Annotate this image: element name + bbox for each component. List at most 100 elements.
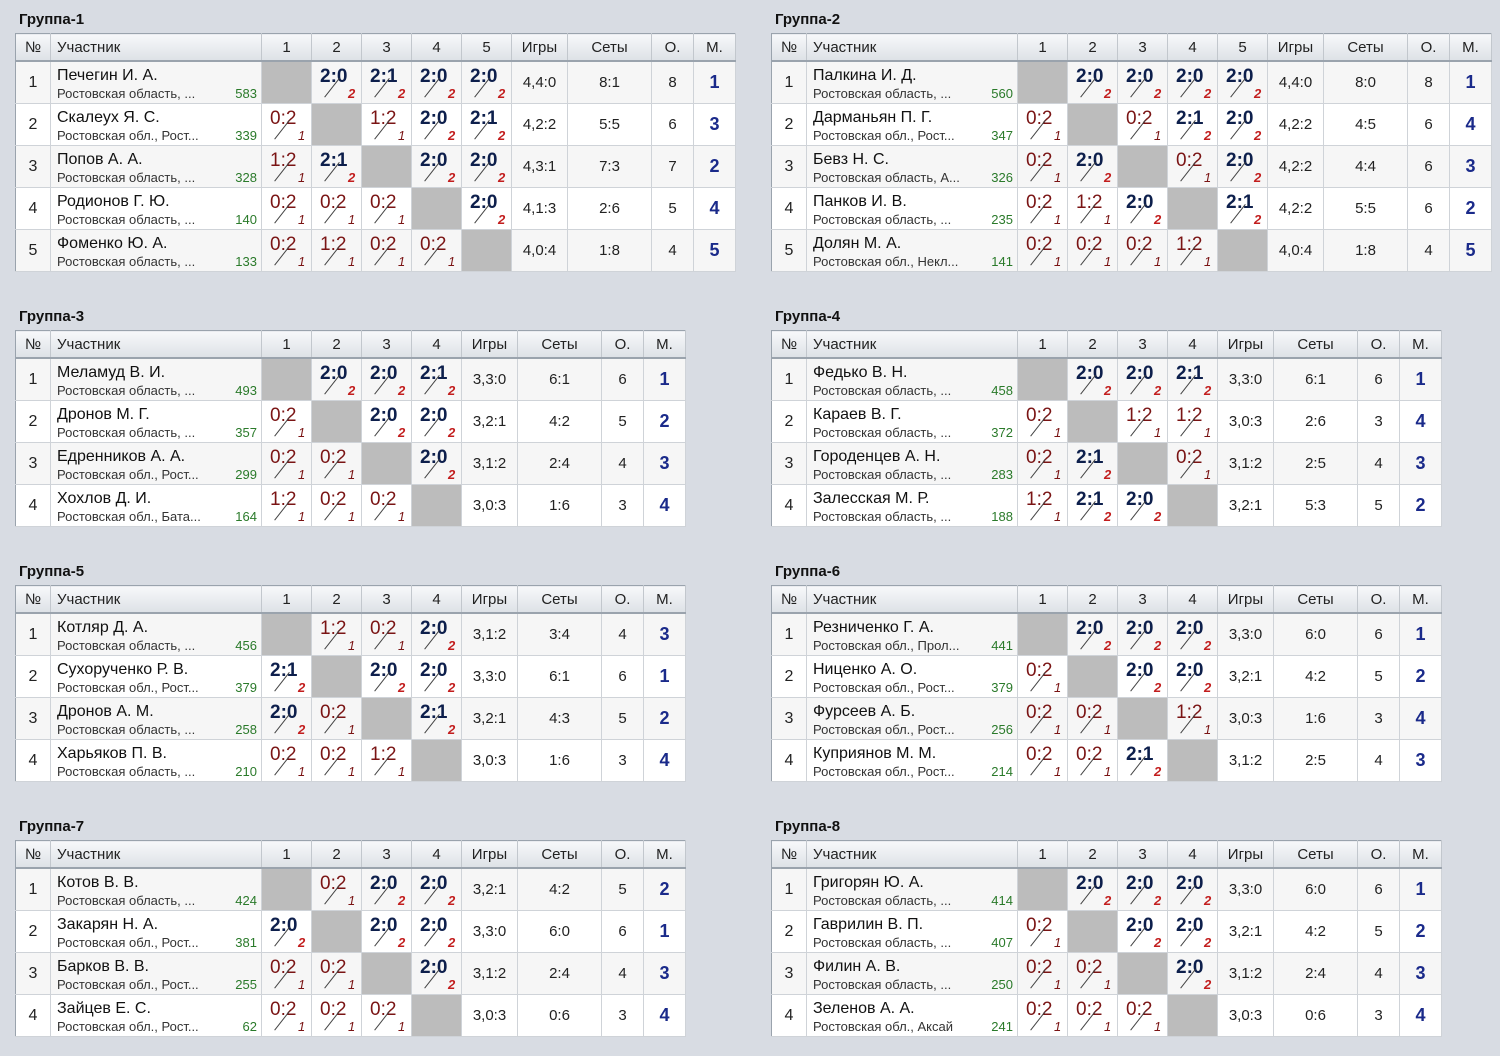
match-result[interactable]: 0:2 1 — [311, 484, 362, 527]
header-opponent-col[interactable]: 1 — [261, 330, 312, 359]
player-name[interactable]: Харьяков П. В. — [57, 745, 167, 762]
header-sets[interactable]: Сеты — [517, 585, 602, 614]
header-participant[interactable]: Участник — [50, 330, 262, 359]
header-opponent-col[interactable]: 2 — [1067, 840, 1118, 869]
participant-cell[interactable]: Федько В. Н. Ростовская область, ... 458 — [806, 358, 1018, 401]
match-result[interactable]: 0:2 1 — [311, 739, 362, 782]
header-num[interactable]: № — [771, 330, 807, 359]
header-points[interactable]: О. — [1357, 840, 1400, 869]
match-result[interactable]: 2:0 2 — [1117, 61, 1168, 104]
participant-cell[interactable]: Барков В. В. Ростовская обл., Рост... 255 — [50, 952, 262, 995]
header-opponent-col[interactable]: 4 — [411, 840, 462, 869]
player-name[interactable]: Зеленов А. А. — [813, 1000, 915, 1017]
match-result[interactable]: 0:2 1 — [1017, 994, 1068, 1037]
header-sets[interactable]: Сеты — [1273, 585, 1358, 614]
match-result[interactable]: 1:2 1 — [1067, 187, 1118, 230]
header-opponent-col[interactable]: 3 — [361, 585, 412, 614]
header-points[interactable]: О. — [1357, 585, 1400, 614]
match-result[interactable]: 0:2 1 — [1017, 400, 1068, 443]
player-name[interactable]: Едренников А. А. — [57, 448, 186, 465]
match-result[interactable]: 1:2 1 — [261, 145, 312, 188]
match-result[interactable]: 2:0 2 — [361, 655, 412, 698]
participant-cell[interactable]: Меламуд В. И. Ростовская область, ... 493 — [50, 358, 262, 401]
header-opponent-col[interactable]: 1 — [261, 585, 312, 614]
match-result[interactable]: 0:2 1 — [1067, 952, 1118, 995]
match-result[interactable]: 2:0 2 — [1067, 61, 1118, 104]
header-participant[interactable]: Участник — [50, 33, 262, 62]
match-result[interactable]: 0:2 1 — [1017, 103, 1068, 146]
participant-cell[interactable]: Едренников А. А. Ростовская обл., Рост...… — [50, 442, 262, 485]
header-num[interactable]: № — [15, 330, 51, 359]
participant-cell[interactable]: Куприянов М. М. Ростовская обл., Рост... 2… — [806, 739, 1018, 782]
header-num[interactable]: № — [771, 585, 807, 614]
header-num[interactable]: № — [771, 33, 807, 62]
header-opponent-col[interactable]: 3 — [1117, 840, 1168, 869]
header-opponent-col[interactable]: 1 — [1017, 33, 1068, 62]
match-result[interactable]: 2:0 2 — [1117, 655, 1168, 698]
player-name[interactable]: Зайцев Е. С. — [57, 1000, 151, 1017]
participant-cell[interactable]: Дронов А. М. Ростовская область, ... 258 — [50, 697, 262, 740]
header-opponent-col[interactable]: 4 — [1167, 585, 1218, 614]
header-place[interactable]: М. — [1399, 330, 1442, 359]
match-result[interactable]: 0:2 1 — [1017, 739, 1068, 782]
player-name[interactable]: Филин А. В. — [813, 958, 901, 975]
participant-cell[interactable]: Скалеух Я. С. Ростовская обл., Рост... 339 — [50, 103, 262, 146]
match-result[interactable]: 2:0 2 — [411, 868, 462, 911]
header-sets[interactable]: Сеты — [1323, 33, 1408, 62]
participant-cell[interactable]: Зайцев Е. С. Ростовская обл., Рост... 62 — [50, 994, 262, 1037]
header-games[interactable]: Игры — [1267, 33, 1324, 62]
match-result[interactable]: 2:0 2 — [1117, 358, 1168, 401]
header-points[interactable]: О. — [1357, 330, 1400, 359]
header-games[interactable]: Игры — [461, 840, 518, 869]
match-result[interactable]: 0:2 1 — [261, 400, 312, 443]
header-opponent-col[interactable]: 3 — [361, 840, 412, 869]
player-name[interactable]: Долян М. А. — [813, 235, 902, 252]
header-opponent-col[interactable]: 2 — [311, 33, 362, 62]
player-name[interactable]: Палкина И. Д. — [813, 67, 917, 84]
match-result[interactable]: 0:2 1 — [361, 484, 412, 527]
header-games[interactable]: Игры — [1217, 840, 1274, 869]
match-result[interactable]: 0:2 1 — [361, 613, 412, 656]
match-result[interactable]: 2:0 2 — [1217, 61, 1268, 104]
participant-cell[interactable]: Панков И. В. Ростовская область, ... 235 — [806, 187, 1018, 230]
match-result[interactable]: 2:0 2 — [1067, 868, 1118, 911]
participant-cell[interactable]: Гаврилин В. П. Ростовская область, ... 407 — [806, 910, 1018, 953]
match-result[interactable]: 2:0 2 — [361, 358, 412, 401]
header-place[interactable]: М. — [643, 585, 686, 614]
match-result[interactable]: 2:0 2 — [1217, 145, 1268, 188]
header-num[interactable]: № — [771, 840, 807, 869]
match-result[interactable]: 2:0 2 — [411, 952, 462, 995]
header-participant[interactable]: Участник — [50, 840, 262, 869]
player-name[interactable]: Закарян Н. А. — [57, 916, 159, 933]
player-name[interactable]: Попов А. А. — [57, 151, 143, 168]
match-result[interactable]: 2:1 2 — [1067, 442, 1118, 485]
header-opponent-col[interactable]: 4 — [1167, 840, 1218, 869]
match-result[interactable]: 0:2 1 — [1067, 994, 1118, 1037]
player-name[interactable]: Дарманьян П. Г. — [813, 109, 933, 126]
header-opponent-col[interactable]: 4 — [411, 330, 462, 359]
participant-cell[interactable]: Зеленов А. А. Ростовская обл., Аксай 241 — [806, 994, 1018, 1037]
match-result[interactable]: 2:0 2 — [1167, 910, 1218, 953]
match-result[interactable]: 2:0 2 — [1167, 613, 1218, 656]
match-result[interactable]: 2:0 2 — [361, 400, 412, 443]
header-games[interactable]: Игры — [461, 330, 518, 359]
participant-cell[interactable]: Городенцев А. Н. Ростовская область, ... 2… — [806, 442, 1018, 485]
participant-cell[interactable]: Хохлов Д. И. Ростовская обл., Бата... 164 — [50, 484, 262, 527]
match-result[interactable]: 1:2 1 — [311, 229, 362, 272]
match-result[interactable]: 2:0 2 — [461, 145, 512, 188]
header-place[interactable]: М. — [1399, 840, 1442, 869]
header-opponent-col[interactable]: 2 — [311, 330, 362, 359]
participant-cell[interactable]: Харьяков П. В. Ростовская область, ... 210 — [50, 739, 262, 782]
player-name[interactable]: Караев В. Г. — [813, 406, 902, 423]
header-points[interactable]: О. — [601, 330, 644, 359]
match-result[interactable]: 0:2 1 — [261, 994, 312, 1037]
match-result[interactable]: 1:2 1 — [361, 103, 412, 146]
match-result[interactable]: 2:0 2 — [1117, 910, 1168, 953]
match-result[interactable]: 2:1 2 — [1167, 103, 1218, 146]
match-result[interactable]: 0:2 1 — [361, 229, 412, 272]
match-result[interactable]: 0:2 1 — [1017, 910, 1068, 953]
match-result[interactable]: 0:2 1 — [1017, 229, 1068, 272]
match-result[interactable]: 2:0 2 — [411, 145, 462, 188]
match-result[interactable]: 1:2 1 — [261, 484, 312, 527]
participant-cell[interactable]: Сухорученко Р. В. Ростовская обл., Рост..… — [50, 655, 262, 698]
